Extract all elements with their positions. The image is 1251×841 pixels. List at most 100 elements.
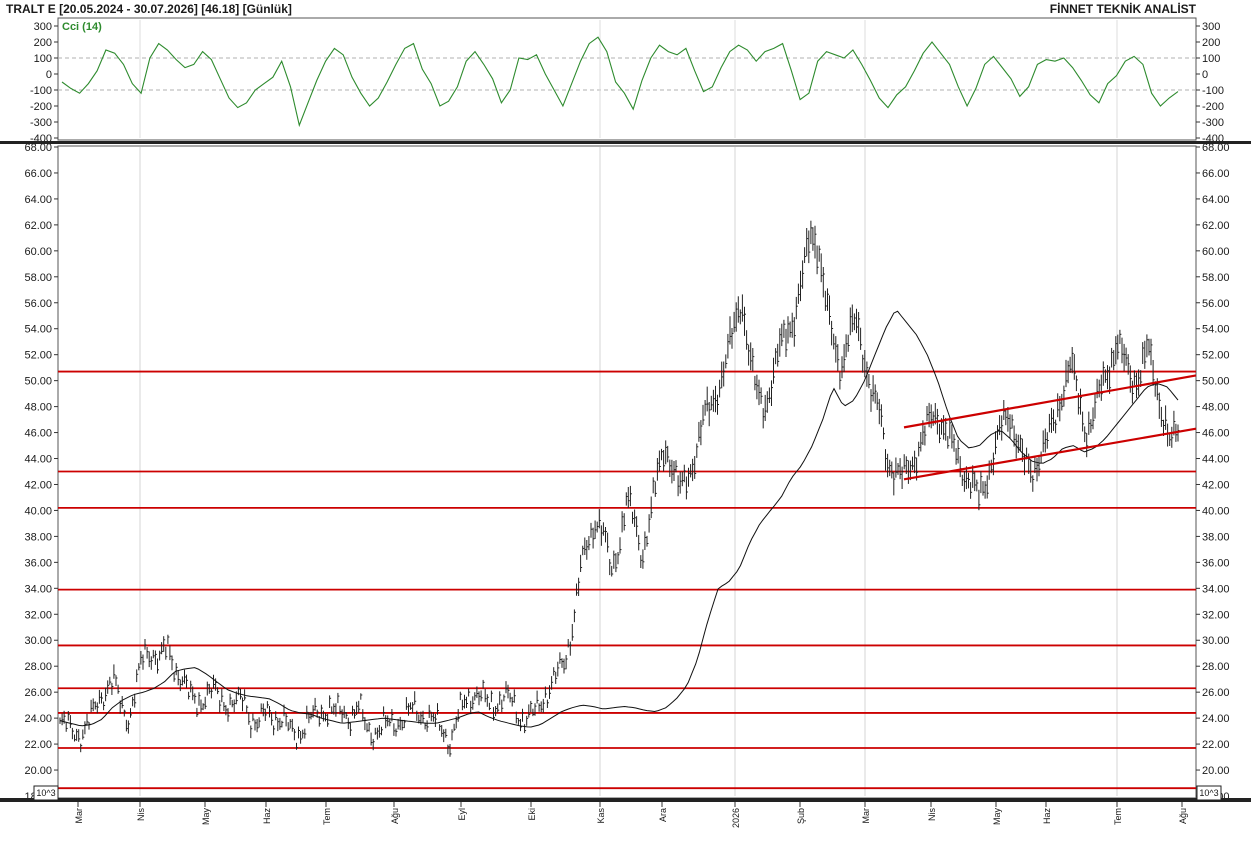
price-ytick-right-20: 28.00: [1202, 661, 1230, 673]
price-bar: [71, 727, 74, 740]
price-bar: [159, 650, 162, 661]
price-bar: [61, 713, 64, 726]
price-bar: [157, 658, 159, 674]
price-bar: [233, 699, 236, 713]
price-bar: [1067, 360, 1070, 384]
price-bar: [252, 713, 255, 722]
price-bar: [443, 729, 446, 743]
price-ytick-left-5: 58.00: [24, 272, 52, 284]
chart-header-brand: FİNNET TEKNİK ANALİST: [1050, 1, 1197, 16]
price-bar: [412, 702, 415, 714]
price-bar: [909, 460, 912, 481]
price-bar: [729, 316, 732, 345]
price-bar: [142, 654, 145, 670]
price-bar: [926, 406, 929, 422]
price-ytick-left-17: 34.00: [24, 583, 52, 595]
x-tick-label-4: Tem: [322, 808, 332, 825]
price-bar: [775, 348, 778, 365]
price-bar: [939, 423, 941, 444]
price-bar: [1119, 329, 1122, 344]
price-bar: [356, 701, 359, 715]
price-ytick-right-8: 52.00: [1202, 350, 1230, 362]
price-bar: [461, 699, 464, 711]
price-bar: [1158, 392, 1161, 419]
price-bar: [893, 472, 896, 496]
price-bar: [352, 705, 354, 716]
price-bar: [600, 525, 603, 546]
price-bar: [165, 646, 168, 660]
price-bar: [895, 457, 898, 478]
price-bar: [924, 425, 927, 446]
price-bar: [105, 687, 108, 702]
price-bar: [777, 343, 780, 367]
price-ytick-left-8: 52.00: [24, 350, 52, 362]
price-bar: [812, 227, 815, 251]
price-ytick-left-9: 50.00: [24, 376, 52, 388]
price-bar: [544, 686, 547, 698]
price-bar: [636, 516, 639, 537]
price-bar: [78, 729, 81, 742]
price-bar: [298, 726, 300, 739]
price-bar: [1063, 385, 1066, 407]
price-bar: [943, 415, 946, 440]
price-bar: [1071, 347, 1074, 374]
price-bar: [499, 691, 502, 705]
price-bar: [932, 411, 935, 426]
price-bar: [737, 296, 740, 323]
price-bar: [480, 690, 483, 702]
price-bar: [173, 672, 176, 682]
price-bar: [721, 361, 724, 389]
price-bar: [484, 689, 487, 703]
price-ytick-left-18: 32.00: [24, 609, 52, 621]
price-bar: [111, 682, 114, 695]
price-bar: [1082, 411, 1085, 432]
price-bar: [198, 692, 201, 706]
price-bar: [974, 471, 977, 492]
price-bar: [302, 729, 305, 739]
price-bar: [1104, 369, 1107, 383]
price-bar: [710, 395, 713, 411]
price-ytick-left-11: 46.00: [24, 428, 52, 440]
price-bar: [596, 521, 599, 533]
price-bar: [92, 698, 95, 712]
price-bar: [671, 459, 674, 484]
price-bar: [410, 702, 412, 710]
price-bar: [1069, 356, 1072, 373]
price-bar: [528, 704, 531, 718]
price-bar: [565, 655, 568, 670]
price-bar: [167, 634, 170, 644]
price-bar: [808, 230, 811, 264]
price-bar: [1086, 433, 1089, 458]
x-tick-label-14: May: [992, 808, 1002, 826]
cci-ytick-left-6: -300: [30, 117, 52, 129]
x-tick-label-0: Mar: [74, 808, 84, 824]
price-bar: [779, 328, 782, 357]
price-bar: [625, 492, 628, 506]
price-bar: [536, 690, 539, 704]
price-bar: [1007, 407, 1010, 432]
price-bar: [171, 655, 174, 671]
price-ytick-left-12: 44.00: [24, 454, 52, 466]
cci-ytick-right-5: -200: [1202, 101, 1224, 113]
price-bar: [277, 718, 280, 732]
price-bar: [188, 691, 191, 700]
price-bar: [827, 288, 829, 311]
price-bar: [1171, 426, 1174, 448]
price-bar: [1117, 334, 1120, 360]
price-bar: [789, 321, 792, 338]
price-bar: [325, 713, 327, 722]
price-bar: [685, 476, 688, 500]
price-bar: [868, 374, 871, 389]
price-bar: [1150, 338, 1153, 366]
price-bar: [472, 696, 475, 710]
price-bar: [175, 663, 178, 676]
price-bar: [557, 661, 560, 677]
price-ytick-left-3: 62.00: [24, 220, 52, 232]
price-bar: [990, 459, 993, 474]
price-ytick-right-21: 26.00: [1202, 687, 1230, 699]
cci-ytick-right-1: 200: [1202, 37, 1220, 49]
price-bar: [1098, 379, 1101, 398]
price-bar: [822, 267, 825, 298]
price-bar: [802, 260, 805, 289]
